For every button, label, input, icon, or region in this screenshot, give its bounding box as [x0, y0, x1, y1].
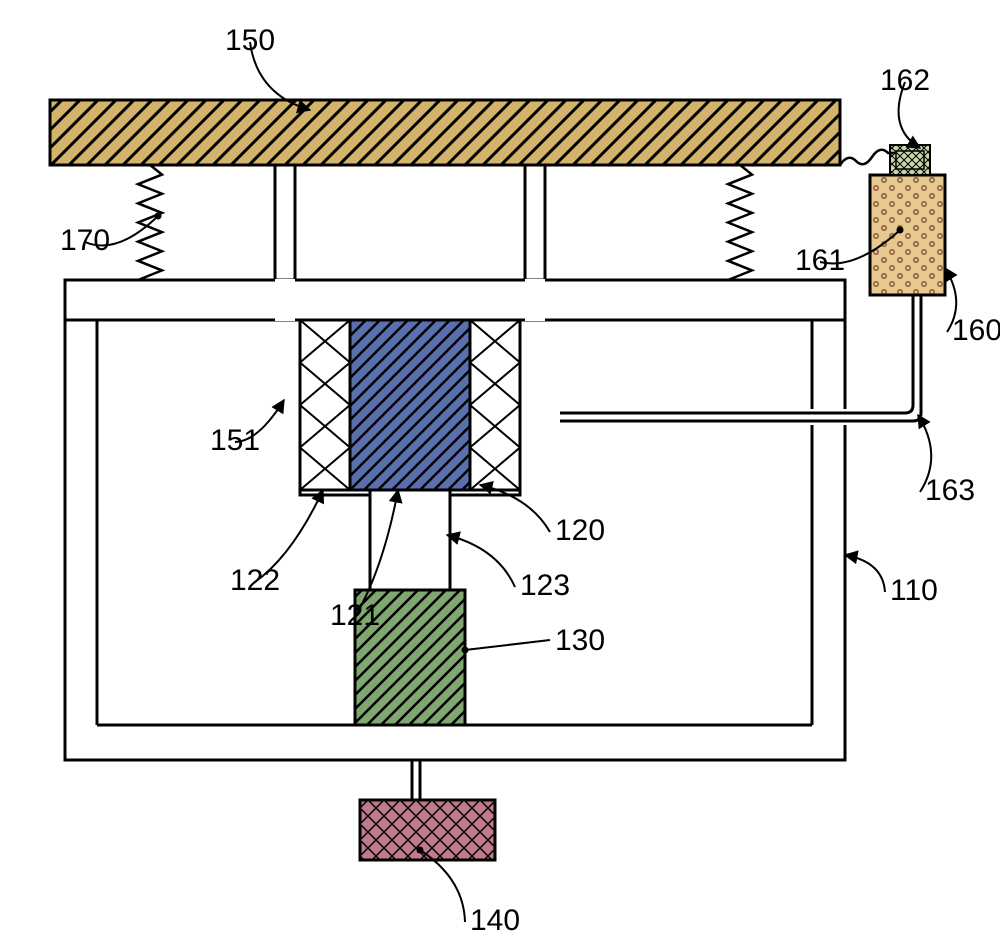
label-l170: 170: [60, 224, 110, 257]
label-l140: 140: [470, 904, 520, 937]
technical-diagram: 150 162 170 161 160 151 120 163 122 121 123 110 130 1…: [0, 0, 1000, 942]
label-l122: 122: [230, 564, 280, 597]
label-l110: 110: [890, 574, 938, 607]
label-l162: 162: [880, 64, 930, 97]
label-l121: 121: [330, 599, 380, 632]
label-l130: 130: [555, 624, 605, 657]
label-l123: 123: [520, 569, 570, 602]
label-l161: 161: [795, 244, 845, 277]
diagram-layer: [50, 100, 945, 860]
label-l150: 150: [225, 24, 275, 57]
label-l163: 163: [925, 474, 975, 507]
label-l120: 120: [555, 514, 605, 547]
label-l151: 151: [210, 424, 260, 457]
label-l160: 160: [952, 314, 1000, 347]
